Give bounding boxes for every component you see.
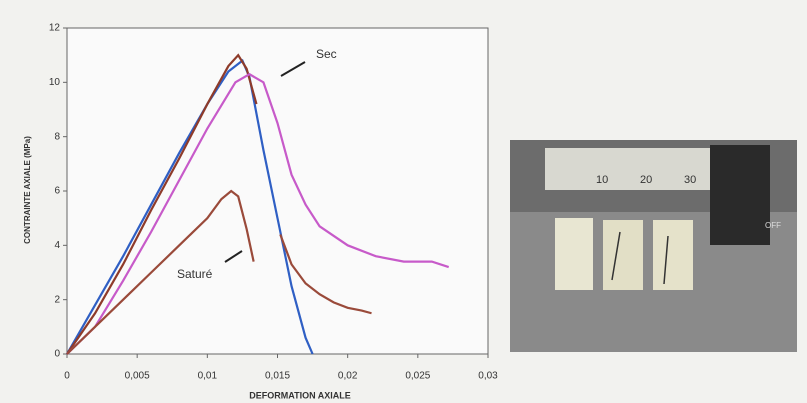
annotation: Saturé (177, 267, 213, 281)
y-axis-label: CONTRAINTE AXIALE (MPa) (23, 136, 32, 244)
photo-ruler-label: 30 (684, 174, 696, 186)
plot-area (67, 28, 488, 354)
y-tick-label: 4 (54, 240, 60, 251)
x-tick-label: 0,025 (405, 371, 430, 382)
x-tick-label: 0,03 (478, 371, 498, 382)
photo-ruler-label: 10 (596, 174, 608, 186)
photo-sample (603, 220, 643, 290)
y-tick-label: 12 (49, 23, 61, 34)
y-tick-label: 2 (54, 294, 60, 305)
photo-sample (555, 218, 593, 290)
photo-sample (653, 220, 693, 290)
photo-caliper-label: OFF (765, 221, 781, 230)
photo-ruler-label: 20 (640, 174, 652, 186)
x-tick-label: 0,02 (338, 371, 358, 382)
photo: 10 20 30 OFF (510, 140, 797, 352)
figure: DEFORMATION AXIALE CONTRAINTE AXIALE (MP… (0, 0, 807, 403)
x-tick-label: 0,015 (265, 371, 290, 382)
x-tick-label: 0 (64, 371, 70, 382)
y-tick-label: 6 (54, 186, 60, 197)
y-tick-label: 10 (49, 77, 61, 88)
x-tick-label: 0,01 (198, 371, 218, 382)
x-axis-label: DEFORMATION AXIALE (249, 390, 351, 400)
x-tick-label: 0,005 (125, 371, 150, 382)
photo-caliper-head (710, 145, 770, 245)
annotation: Sec (316, 47, 337, 61)
y-tick-label: 8 (54, 131, 60, 142)
y-tick-label: 0 (54, 349, 60, 360)
